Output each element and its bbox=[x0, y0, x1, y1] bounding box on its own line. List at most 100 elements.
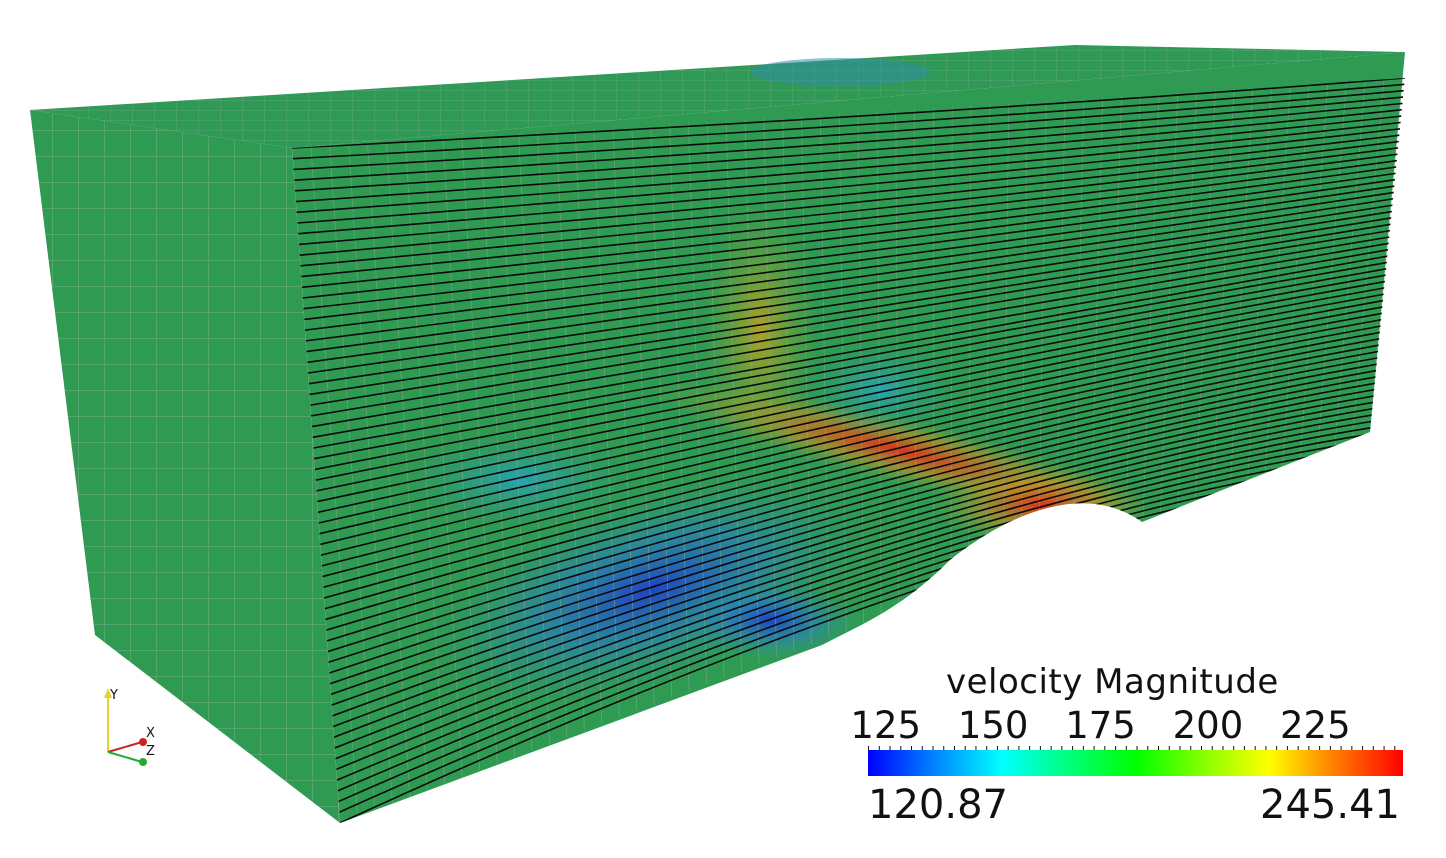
streamline bbox=[305, 191, 1396, 342]
mesh-line bbox=[857, 99, 865, 625]
streamline bbox=[294, 102, 1403, 192]
mesh-line bbox=[348, 143, 393, 804]
streamline bbox=[321, 324, 1384, 567]
mesh-line bbox=[1055, 81, 1066, 552]
streamline bbox=[316, 286, 1387, 503]
mesh-left-face-grid bbox=[30, 110, 340, 823]
colorbar-tick-label: 175 bbox=[1065, 704, 1136, 747]
colorbar-range-max: 245.41 bbox=[1260, 782, 1400, 828]
streamline bbox=[315, 274, 1388, 481]
streamline bbox=[314, 267, 1389, 471]
streamline bbox=[296, 115, 1402, 214]
colorbar-tick-label: 225 bbox=[1280, 704, 1351, 747]
mesh-line bbox=[1195, 78, 1217, 499]
streamline bbox=[299, 140, 1400, 256]
streamline bbox=[332, 420, 1376, 728]
mesh-line bbox=[1177, 78, 1198, 505]
streamline bbox=[331, 407, 1377, 706]
streamline bbox=[294, 96, 1404, 181]
mesh-top-face-grid bbox=[30, 45, 1405, 148]
mesh-line bbox=[574, 123, 603, 724]
mesh-line bbox=[1369, 78, 1405, 433]
mesh-line bbox=[310, 146, 358, 817]
mesh-line bbox=[329, 144, 376, 810]
colorbar-range-min: 120.87 bbox=[868, 782, 1008, 828]
streamline bbox=[307, 210, 1394, 374]
streamline bbox=[316, 280, 1388, 492]
streamline bbox=[304, 185, 1396, 331]
streamline bbox=[318, 299, 1386, 524]
mesh-line bbox=[1020, 84, 1029, 565]
streamline bbox=[307, 204, 1395, 364]
mesh-top-highlight bbox=[750, 58, 930, 86]
streamline bbox=[301, 153, 1399, 278]
streamline bbox=[328, 381, 1379, 664]
velocity-field bbox=[292, 78, 1405, 823]
streamline bbox=[324, 350, 1382, 610]
streamline bbox=[311, 242, 1391, 428]
mesh-line bbox=[367, 141, 411, 797]
streamline bbox=[327, 375, 1380, 653]
mesh-line bbox=[1282, 78, 1312, 466]
streamline bbox=[335, 445, 1373, 771]
streamline bbox=[326, 369, 1380, 642]
streamline bbox=[298, 134, 1401, 246]
mesh-line bbox=[1247, 78, 1274, 479]
axis-label-y: Y bbox=[110, 688, 118, 703]
streamline bbox=[295, 108, 1403, 203]
streamline bbox=[320, 312, 1385, 546]
streamline bbox=[330, 401, 1377, 696]
streamline bbox=[304, 178, 1397, 321]
streamline bbox=[322, 331, 1383, 578]
mesh-line bbox=[706, 112, 725, 678]
streamline bbox=[313, 261, 1390, 460]
streamline bbox=[301, 159, 1398, 289]
colorbar-tick-label: 150 bbox=[957, 704, 1029, 747]
colorbar-tick-label: 125 bbox=[850, 704, 922, 747]
mesh-line bbox=[876, 97, 882, 618]
streamline bbox=[326, 362, 1381, 631]
colorbar-legend[interactable]: velocity Magnitude 125 150 175 200 225 120.8… bbox=[850, 660, 1406, 840]
mesh-line bbox=[1037, 82, 1047, 558]
mesh-line bbox=[292, 147, 341, 823]
streamline bbox=[297, 121, 1402, 224]
axis-label-x: X bbox=[146, 726, 155, 741]
streamline bbox=[334, 432, 1375, 749]
streamline bbox=[323, 337, 1383, 589]
streamline bbox=[309, 223, 1393, 396]
streamline bbox=[300, 147, 1399, 267]
streamline bbox=[336, 451, 1373, 781]
colorbar-title: velocity Magnitude bbox=[946, 662, 1279, 702]
streamline bbox=[292, 83, 1405, 160]
mesh-line bbox=[612, 120, 638, 711]
mesh-line bbox=[555, 125, 585, 731]
streamline bbox=[292, 78, 1405, 149]
axis-label-z: Z bbox=[146, 744, 155, 759]
mesh-line bbox=[1072, 79, 1085, 545]
streamline bbox=[329, 394, 1378, 685]
colorbar-gradient bbox=[868, 750, 1403, 776]
mesh-line bbox=[1142, 78, 1161, 519]
streamline bbox=[306, 197, 1395, 353]
colorbar-tick-label: 200 bbox=[1172, 704, 1244, 747]
streamline bbox=[302, 166, 1398, 299]
streamline bbox=[303, 172, 1397, 310]
streamline bbox=[312, 248, 1391, 439]
streamline bbox=[293, 89, 1404, 171]
mesh-line bbox=[631, 118, 655, 704]
streamline bbox=[310, 235, 1392, 417]
axes-orientation-widget bbox=[104, 688, 147, 766]
streamline bbox=[317, 293, 1387, 514]
streamline bbox=[319, 305, 1386, 535]
streamline bbox=[335, 439, 1374, 760]
streamline bbox=[333, 426, 1375, 739]
mesh-line bbox=[744, 108, 760, 664]
streamline bbox=[325, 356, 1381, 621]
streamline bbox=[308, 216, 1393, 385]
axes-labels: Y X Z bbox=[98, 686, 168, 776]
streamline bbox=[298, 127, 1401, 235]
streamline bbox=[320, 318, 1385, 556]
streamline bbox=[323, 343, 1382, 599]
mesh-line bbox=[1299, 78, 1330, 459]
